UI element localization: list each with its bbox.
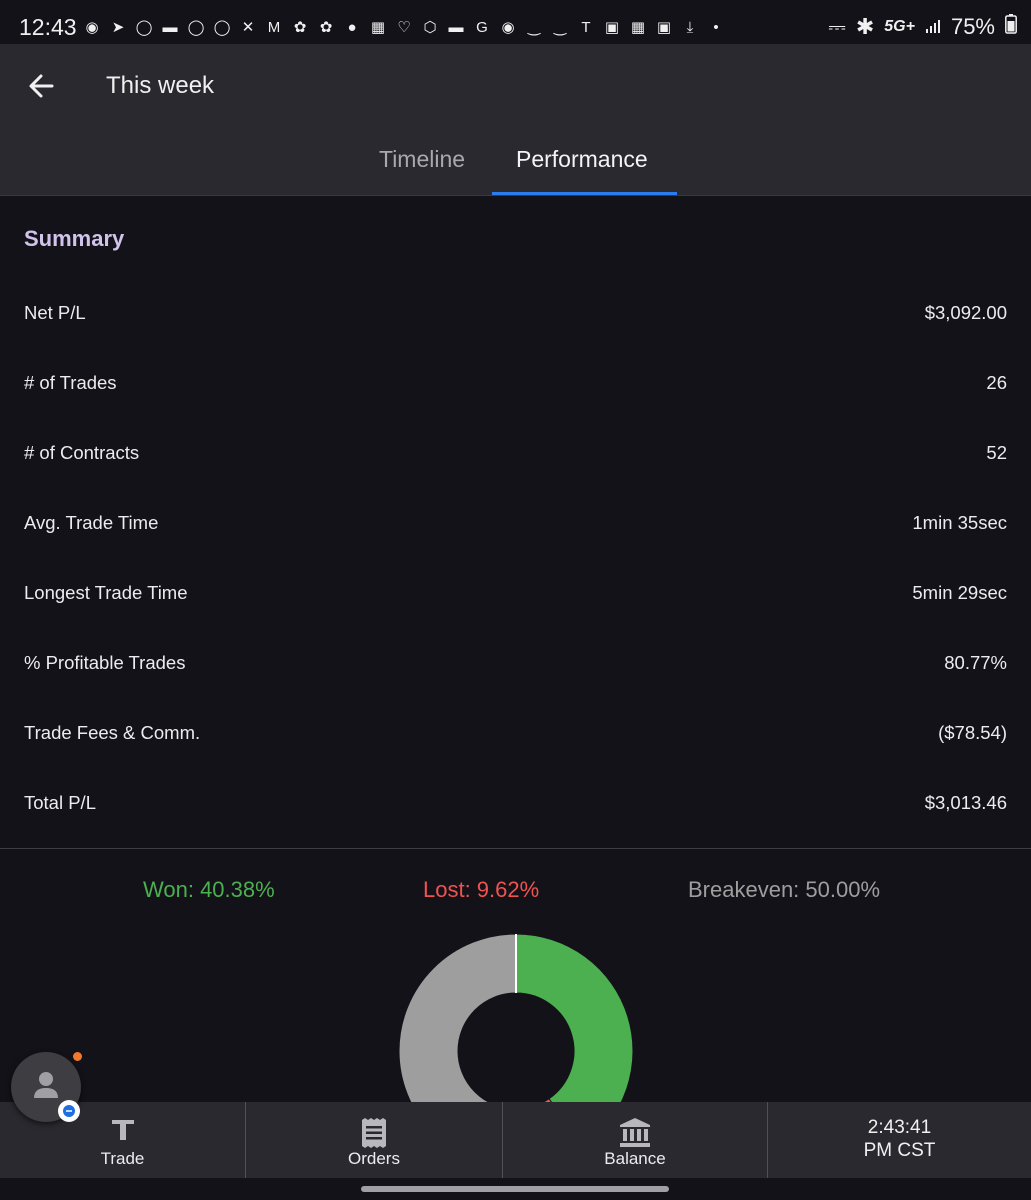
download-icon: ⤓ (686, 18, 694, 36)
messages-badge-icon (58, 1100, 80, 1122)
status-right: ⎓ ✱ 5G+ 75% (828, 14, 1017, 40)
nav-label: Balance (604, 1149, 666, 1168)
tab-timeline[interactable]: Timeline (379, 146, 466, 172)
summary-row: Avg. Trade Time 1min 35sec (0, 512, 1031, 582)
clock-time: 2:43:41 (867, 1117, 932, 1138)
amazon-icon: ‿ (527, 19, 541, 36)
row-label: # of Contracts (24, 442, 140, 463)
back-button[interactable] (22, 66, 62, 106)
nav-separator (245, 1102, 246, 1178)
nav-separator (502, 1102, 503, 1178)
won-stat: Won: 40.38% (143, 877, 275, 902)
notification-dot (73, 1052, 82, 1061)
bluetooth-icon: ✱ (855, 14, 875, 39)
bird-icon: ➤ (111, 19, 125, 36)
nav-label: Orders (348, 1149, 400, 1168)
divider (0, 195, 1031, 196)
battery-percent: 75% (950, 14, 995, 39)
nav-balance[interactable]: Balance (503, 1102, 767, 1178)
adt-icon: ◯ (187, 19, 205, 36)
amazon-icon: ‿ (553, 19, 567, 36)
arrow-left-icon (29, 74, 54, 98)
row-value: $3,092.00 (924, 302, 1007, 323)
gmail-icon: M (267, 18, 281, 36)
pinwheel-icon: ✿ (319, 19, 333, 36)
breakeven-stat: Breakeven: 50.00% (688, 877, 881, 902)
divider (0, 848, 1031, 849)
summary-row: Longest Trade Time 5min 29sec (0, 582, 1031, 652)
signal-icon (925, 14, 941, 40)
row-value: 52 (986, 442, 1007, 463)
card-icon: ▬ (448, 18, 464, 36)
chat-icon: ◉ (85, 19, 99, 36)
pinwheel-icon: ✿ (293, 19, 307, 36)
chat-icon: ◉ (501, 19, 515, 36)
google-icon: G (476, 18, 488, 36)
summary-row: Net P/L $3,092.00 (0, 302, 1031, 372)
amex-icon: ◯ (135, 19, 153, 36)
row-label: Trade Fees & Comm. (24, 722, 201, 743)
tab-performance[interactable]: Performance (516, 146, 648, 172)
receipt-icon (362, 1118, 386, 1148)
row-value: 26 (986, 372, 1007, 393)
bottom-nav: Trade Orders Balance 2:43:41 PM CST (0, 1102, 1031, 1178)
heart-icon: ♡ (397, 19, 411, 36)
nav-trade[interactable]: Trade (0, 1102, 245, 1178)
battery-icon (1005, 14, 1017, 40)
screenshot-icon: ▣ (604, 19, 620, 36)
notification-icons: ◉ ➤ ◯ ▬ ◯ ◯ ✕ M ✿ ✿ ● ▦ ♡ ⬡ ▬ G ◉ ‿ ‿ T … (82, 17, 726, 37)
nfc-icon: ⎓ (828, 14, 846, 39)
tab-indicator (492, 192, 677, 195)
hex-icon: ⬡ (423, 19, 437, 36)
tesla-icon: T (581, 18, 591, 36)
row-label: Total P/L (24, 792, 96, 813)
row-value: 80.77% (944, 652, 1007, 673)
row-value: 5min 29sec (912, 582, 1007, 603)
network-type: 5G+ (884, 18, 915, 35)
market-clock: 2:43:41 PM CST (768, 1116, 1031, 1162)
row-value: $3,013.46 (924, 792, 1007, 813)
dot-icon: • (713, 18, 719, 36)
clock-zone: PM CST (863, 1140, 936, 1161)
nav-orders[interactable]: Orders (246, 1102, 502, 1178)
x-icon: ✕ (241, 19, 255, 36)
row-label: Avg. Trade Time (24, 512, 159, 533)
summary-row: # of Trades 26 (0, 372, 1031, 442)
person-icon (34, 1072, 58, 1098)
lost-stat: Lost: 9.62% (423, 877, 540, 902)
row-value: 1min 35sec (912, 512, 1007, 533)
nav-label: Trade (100, 1149, 145, 1168)
row-label: Longest Trade Time (24, 582, 188, 603)
clock-icon: ● (347, 18, 357, 36)
page-title: This week (106, 72, 215, 99)
apps-icon: ▦ (370, 19, 386, 36)
summary-row: Trade Fees & Comm. ($78.54) (0, 722, 1031, 792)
status-bar: 12:43 ◉ ➤ ◯ ▬ ◯ ◯ ✕ M ✿ ✿ ● ▦ ♡ ⬡ ▬ G ◉ … (0, 0, 1031, 44)
row-label: Net P/L (24, 302, 86, 323)
row-label: % Profitable Trades (24, 652, 186, 673)
amex-icon: ◯ (213, 19, 231, 36)
summary-row: Total P/L $3,013.46 (0, 792, 1031, 862)
gesture-handle[interactable] (361, 1186, 669, 1192)
row-label: # of Trades (24, 372, 117, 393)
nav-separator (767, 1102, 768, 1178)
card-icon: ▬ (162, 18, 178, 36)
app-bar: This week Timeline Performance (0, 44, 1031, 195)
bag-icon: ▣ (656, 19, 672, 36)
summary-title: Summary (24, 226, 125, 251)
summary-row: # of Contracts 52 (0, 442, 1031, 512)
gallery-icon: ▦ (630, 19, 646, 36)
status-time: 12:43 (19, 14, 77, 40)
trade-icon (111, 1120, 134, 1140)
row-value: ($78.54) (938, 722, 1007, 743)
bank-icon (620, 1118, 650, 1147)
summary-row: % Profitable Trades 80.77% (0, 652, 1031, 722)
